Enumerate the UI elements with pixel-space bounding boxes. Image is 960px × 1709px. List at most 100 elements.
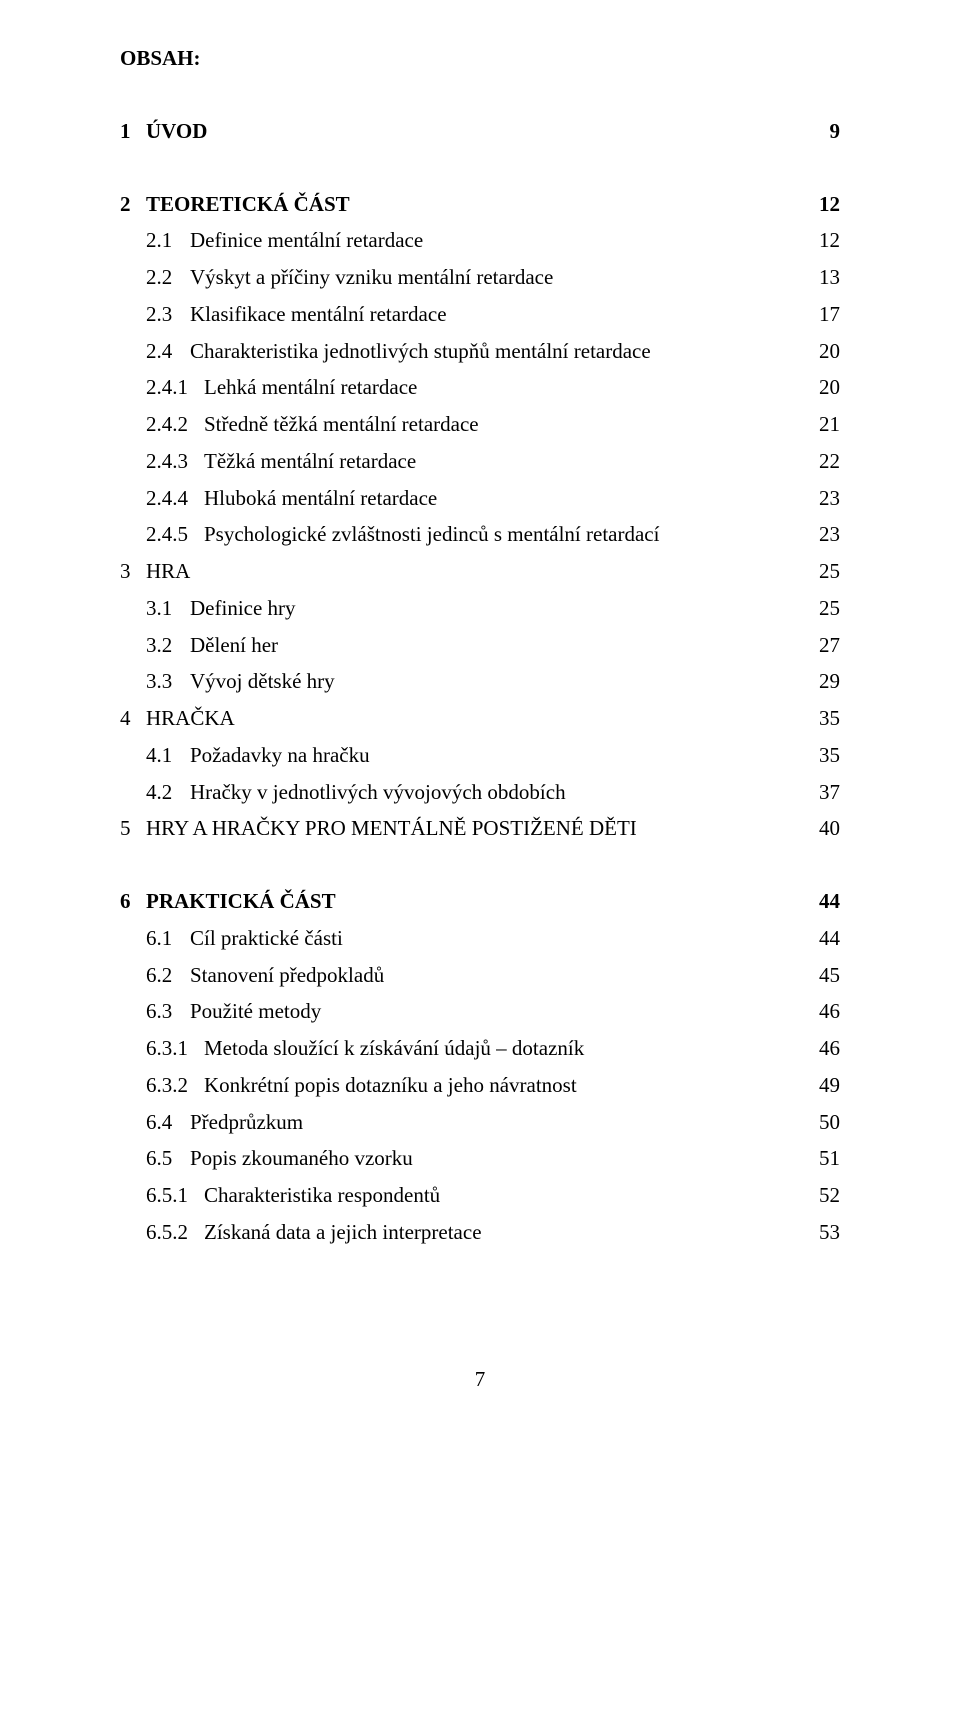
toc-entry-left: 2.4.3Těžká mentální retardace xyxy=(120,443,416,480)
toc-entry-left: 4HRAČKA xyxy=(120,700,235,737)
toc-entry: 6.5.2Získaná data a jejich interpretace5… xyxy=(120,1214,840,1251)
toc-entry-page: 25 xyxy=(819,553,840,590)
toc-entry: 2.4.2Středně těžká mentální retardace 21 xyxy=(120,406,840,443)
toc-entry-title: Dělení her xyxy=(190,627,278,664)
toc-entry-left: 6.5.1Charakteristika respondentů xyxy=(120,1177,440,1214)
toc-entry-page: 29 xyxy=(819,663,840,700)
toc-entry: 2.3Klasifikace mentální retardace17 xyxy=(120,296,840,333)
toc-entry-number: 2.4.5 xyxy=(146,516,204,553)
toc-entry-left: 6.5.2Získaná data a jejich interpretace xyxy=(120,1214,482,1251)
toc-entry-left: 6.4Předprůzkum xyxy=(120,1104,303,1141)
toc-entry-page: 25 xyxy=(819,590,840,627)
toc-entry-number: 6.5.1 xyxy=(146,1177,204,1214)
toc-entry-title: Použité metody xyxy=(190,993,321,1030)
toc-entry-title: Psychologické zvláštnosti jedinců s ment… xyxy=(204,516,659,553)
toc-entry-number: 1 xyxy=(120,113,146,150)
toc-entry-title: Stanovení předpokladů xyxy=(190,957,384,994)
toc-entry-number: 5 xyxy=(120,810,146,847)
toc-entry-title: Vývoj dětské hry xyxy=(190,663,335,700)
toc-entry-left: 6.3Použité metody xyxy=(120,993,321,1030)
toc-entry-title: HRA xyxy=(146,553,190,590)
document-page: OBSAH: 1ÚVOD92TEORETICKÁ ČÁST122.1Defini… xyxy=(0,0,960,1437)
toc-entry-left: 3.2Dělení her xyxy=(120,627,278,664)
toc-entry: 2.4.5Psychologické zvláštnosti jedinců s… xyxy=(120,516,840,553)
toc-entry: 1ÚVOD 9 xyxy=(120,113,840,150)
toc-entry-page: 21 xyxy=(819,406,840,443)
toc-entry-title: Hračky v jednotlivých vývojových obdobíc… xyxy=(190,774,566,811)
toc-entry-left: 2TEORETICKÁ ČÁST xyxy=(120,186,350,223)
toc-entry-left: 4.2Hračky v jednotlivých vývojových obdo… xyxy=(120,774,566,811)
toc-entry-number: 3.3 xyxy=(146,663,190,700)
toc-entry: 3.3Vývoj dětské hry 29 xyxy=(120,663,840,700)
toc-entry-left: 6.2Stanovení předpokladů xyxy=(120,957,384,994)
toc-entry-left: 2.4.1Lehká mentální retardace xyxy=(120,369,417,406)
toc-entry-number: 4 xyxy=(120,700,146,737)
toc-entry-title: Těžká mentální retardace xyxy=(204,443,416,480)
toc-entry-left: 3.1Definice hry xyxy=(120,590,296,627)
toc-entry-number: 6.3.2 xyxy=(146,1067,204,1104)
toc-entry-left: 2.2Výskyt a příčiny vzniku mentální reta… xyxy=(120,259,553,296)
toc-entry-page: 37 xyxy=(819,774,840,811)
toc-entry-left: 3HRA xyxy=(120,553,190,590)
toc-entry-page: 22 xyxy=(819,443,840,480)
toc-entry: 2.4.3Těžká mentální retardace 22 xyxy=(120,443,840,480)
page-number-footer: 7 xyxy=(120,1361,840,1398)
toc-entry-page: 49 xyxy=(819,1067,840,1104)
toc-entry: 3HRA 25 xyxy=(120,553,840,590)
toc-entry-number: 6.2 xyxy=(146,957,190,994)
toc-entry-number: 3 xyxy=(120,553,146,590)
toc-entry-left: 2.3Klasifikace mentální retardace xyxy=(120,296,447,333)
toc-entry-left: 2.4Charakteristika jednotlivých stupňů m… xyxy=(120,333,651,370)
toc-entry-number: 4.2 xyxy=(146,774,190,811)
toc-entry-title: PRAKTICKÁ ČÁST xyxy=(146,883,336,920)
toc-entry-title: Středně těžká mentální retardace xyxy=(204,406,479,443)
toc-entry: 2.4.4Hluboká mentální retardace 23 xyxy=(120,480,840,517)
toc-entry-page: 52 xyxy=(819,1177,840,1214)
toc-entry: 6.4Předprůzkum50 xyxy=(120,1104,840,1141)
toc-entry-title: Hluboká mentální retardace xyxy=(204,480,437,517)
toc-entry-number: 2.4.3 xyxy=(146,443,204,480)
toc-entry-page: 44 xyxy=(819,920,840,957)
toc-entry: 6PRAKTICKÁ ČÁST 44 xyxy=(120,883,840,920)
toc-entry-number: 3.2 xyxy=(146,627,190,664)
table-of-contents: 1ÚVOD92TEORETICKÁ ČÁST122.1Definice ment… xyxy=(120,113,840,1251)
toc-entry-title: HRY A HRAČKY PRO MENTÁLNĚ POSTIŽENÉ DĚTI xyxy=(146,810,637,847)
toc-entry-left: 6.1Cíl praktické části xyxy=(120,920,343,957)
toc-entry: 5HRY A HRAČKY PRO MENTÁLNĚ POSTIŽENÉ DĚT… xyxy=(120,810,840,847)
toc-entry-number: 2.4.4 xyxy=(146,480,204,517)
toc-gap xyxy=(120,150,840,186)
toc-entry-number: 2.1 xyxy=(146,222,190,259)
toc-entry-page: 23 xyxy=(819,516,840,553)
toc-entry-page: 35 xyxy=(819,737,840,774)
toc-entry: 2.2Výskyt a příčiny vzniku mentální reta… xyxy=(120,259,840,296)
toc-entry-left: 6.5Popis zkoumaného vzorku xyxy=(120,1140,413,1177)
toc-entry-number: 2.3 xyxy=(146,296,190,333)
toc-entry-page: 51 xyxy=(819,1140,840,1177)
toc-entry-page: 44 xyxy=(819,883,840,920)
toc-entry-number: 2.4.2 xyxy=(146,406,204,443)
toc-entry-title: Požadavky na hračku xyxy=(190,737,370,774)
toc-entry-left: 4.1Požadavky na hračku xyxy=(120,737,370,774)
toc-entry-page: 45 xyxy=(819,957,840,994)
toc-entry: 4.1Požadavky na hračku 35 xyxy=(120,737,840,774)
toc-entry-title: Získaná data a jejich interpretace xyxy=(204,1214,482,1251)
toc-entry-number: 6 xyxy=(120,883,146,920)
toc-entry: 4.2Hračky v jednotlivých vývojových obdo… xyxy=(120,774,840,811)
toc-entry: 4HRAČKA 35 xyxy=(120,700,840,737)
toc-entry-page: 35 xyxy=(819,700,840,737)
toc-entry-page: 46 xyxy=(819,1030,840,1067)
toc-entry-left: 1ÚVOD xyxy=(120,113,207,150)
toc-entry-page: 20 xyxy=(819,333,840,370)
toc-entry-title: Lehká mentální retardace xyxy=(204,369,417,406)
toc-entry: 6.3.1Metoda sloužící k získávání údajů –… xyxy=(120,1030,840,1067)
toc-entry-page: 46 xyxy=(819,993,840,1030)
toc-entry-page: 23 xyxy=(819,480,840,517)
page-title: OBSAH: xyxy=(120,40,840,77)
toc-entry-title: Klasifikace mentální retardace xyxy=(190,296,447,333)
toc-entry-number: 3.1 xyxy=(146,590,190,627)
toc-entry-left: 2.1Definice mentální retardace xyxy=(120,222,423,259)
toc-entry-left: 6PRAKTICKÁ ČÁST xyxy=(120,883,336,920)
toc-entry-page: 13 xyxy=(819,259,840,296)
toc-entry-page: 9 xyxy=(830,113,841,150)
toc-entry-left: 5HRY A HRAČKY PRO MENTÁLNĚ POSTIŽENÉ DĚT… xyxy=(120,810,637,847)
